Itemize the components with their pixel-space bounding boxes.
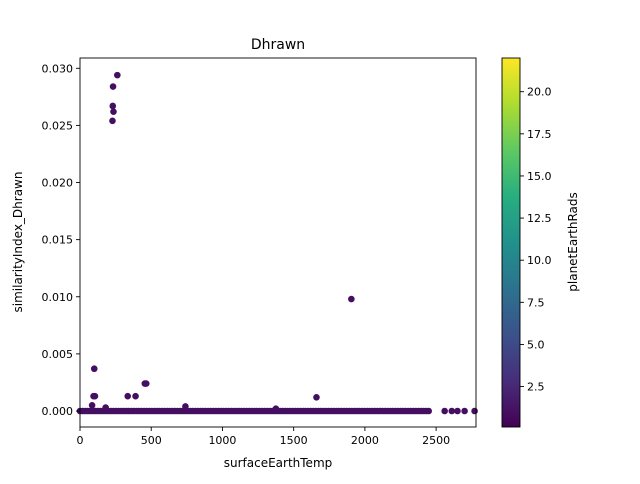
data-point: [425, 407, 433, 415]
y-axis-label: similarityIndex_Dhrawn: [11, 172, 25, 313]
x-tick-label: 0: [77, 434, 84, 447]
y-tick-label: 0.015: [42, 234, 74, 247]
points-layer: [76, 71, 478, 415]
data-point: [182, 403, 189, 410]
x-tick-label: 2500: [422, 434, 450, 447]
y-tick-label: 0.005: [42, 348, 74, 361]
data-point: [441, 407, 448, 415]
colorbar-tick-label: 10.0: [527, 254, 552, 267]
colorbar-label: planetEarthRads: [566, 192, 580, 291]
data-point: [90, 365, 98, 373]
colorbar-ticks: 2.5 5.0 7.5 10.0 12.5 15.0 17.5 20.0: [520, 86, 552, 394]
data-point: [109, 102, 117, 110]
data-point: [348, 295, 355, 303]
y-tick-label: 0.025: [42, 119, 74, 132]
x-tick-label: 2000: [351, 434, 379, 447]
chart-title: Dhrawn: [251, 37, 305, 53]
x-axis-label: surfaceEarthTemp: [224, 456, 333, 470]
colorbar-tick-label: 17.5: [527, 128, 552, 141]
data-point: [109, 83, 117, 90]
data-point: [454, 407, 461, 415]
data-point: [109, 117, 116, 125]
data-point: [461, 407, 468, 415]
data-point: [272, 405, 280, 413]
data-point: [313, 393, 320, 401]
y-tick-label: 0.000: [42, 405, 74, 418]
colorbar-tick-label: 12.5: [527, 212, 552, 225]
y-tick-label: 0.030: [42, 62, 74, 75]
x-axis: 0 500 1000 1500 2000 2500: [77, 427, 450, 447]
y-axis: 0.000 0.005 0.010 0.015 0.020 0.025 0.030: [42, 62, 80, 418]
data-point: [114, 71, 121, 79]
data-point: [471, 407, 478, 415]
colorbar-gradient: [501, 57, 521, 428]
data-point: [102, 404, 109, 411]
colorbar-tick-label: 2.5: [527, 381, 545, 394]
x-tick-label: 1000: [208, 434, 236, 447]
plot-frame: [79, 57, 477, 428]
data-point: [142, 380, 150, 387]
colorbar-tick-label: 7.5: [527, 296, 545, 309]
data-point: [132, 392, 139, 400]
x-tick-label: 500: [141, 434, 162, 447]
data-point: [91, 392, 99, 400]
data-point: [110, 108, 117, 115]
colorbar-tick-label: 15.0: [527, 170, 552, 183]
data-point: [448, 407, 456, 415]
y-tick-label: 0.010: [42, 291, 74, 304]
colorbar: 2.5 5.0 7.5 10.0 12.5 15.0 17.5 20.0 planetEart…: [501, 57, 580, 428]
data-point: [88, 401, 96, 409]
colorbar-tick-label: 5.0: [527, 338, 545, 351]
x-tick-label: 1500: [280, 434, 308, 447]
colorbar-tick-label: 20.0: [527, 86, 552, 99]
y-tick-label: 0.020: [42, 177, 74, 190]
data-point: [124, 392, 132, 400]
